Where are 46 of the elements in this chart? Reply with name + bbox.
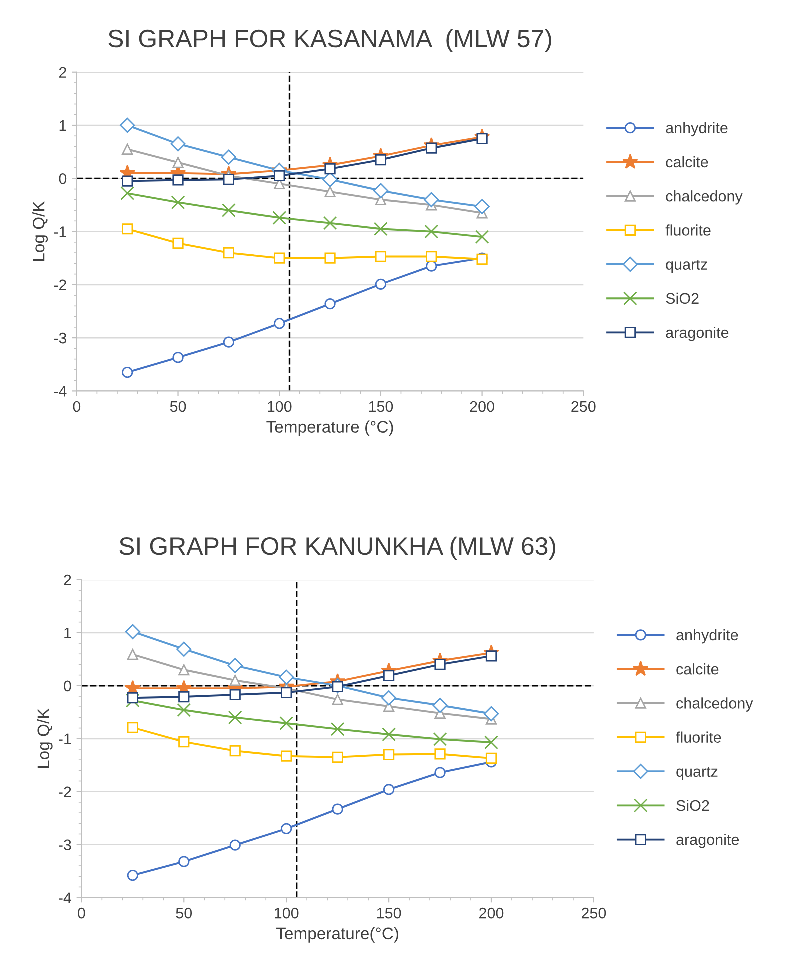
x-tick-label: 100	[275, 908, 299, 919]
legend-label: aragonite	[676, 834, 740, 848]
y-tick-label: 1	[64, 628, 72, 638]
x-tick-label: 0	[78, 908, 86, 919]
legend-label: aragonite	[666, 326, 729, 342]
x-tick-label: 200	[480, 908, 504, 919]
y-axis-title: Log Q/K	[32, 201, 48, 261]
legend-label: chalcedony	[676, 698, 754, 712]
chart-title: SI GRAPH FOR KANUNKHA (MLW 63)	[120, 536, 556, 560]
chart-title: SI GRAPH FOR KASANAMA (MLW 57)	[108, 29, 552, 53]
legend-label: fluorite	[676, 732, 722, 743]
y-tick-label: -2	[59, 786, 72, 798]
x-tick-label: 100	[268, 401, 292, 412]
legend-label: quartz	[676, 767, 718, 780]
y-tick-label: 2	[64, 574, 72, 586]
y-tick-label: -3	[59, 840, 72, 851]
legend-label: quartz	[666, 260, 708, 274]
y-tick-label: -1	[59, 734, 72, 744]
x-tick-label: 250	[572, 401, 596, 412]
legend-label: calcite	[666, 156, 708, 168]
y-tick-label: -2	[54, 280, 66, 290]
y-tick-label: 0	[64, 680, 72, 692]
legend-label: SiO2	[676, 800, 710, 812]
legend-label: anhydrite	[666, 122, 728, 137]
x-tick-label: 50	[170, 401, 186, 412]
y-tick-label: 1	[60, 120, 66, 132]
x-axis-title: Temperature(°C)	[276, 927, 398, 943]
legend-label: SiO2	[666, 292, 699, 304]
x-tick-label: 200	[470, 401, 494, 412]
x-tick-label: 150	[369, 401, 394, 412]
y-tick-label: -4	[59, 892, 72, 904]
x-axis-title: Temperature (°C)	[266, 420, 394, 436]
x-tick-label: 0	[73, 401, 81, 412]
y-tick-label: 2	[59, 67, 66, 78]
x-tick-label: 150	[377, 908, 402, 919]
legend-label: chalcedony	[666, 190, 743, 205]
y-tick-label: -4	[54, 386, 67, 397]
x-tick-label: 50	[176, 908, 192, 919]
y-tick-label: -1	[54, 226, 66, 238]
y-tick-label: 0	[59, 174, 67, 184]
y-tick-label: -3	[54, 332, 67, 344]
legend-label: fluorite	[666, 224, 711, 236]
legend-label: calcite	[676, 664, 719, 675]
x-tick-label: 250	[582, 908, 606, 919]
legend-label: anhydrite	[676, 629, 738, 644]
y-axis-title: Log Q/K	[37, 708, 53, 768]
